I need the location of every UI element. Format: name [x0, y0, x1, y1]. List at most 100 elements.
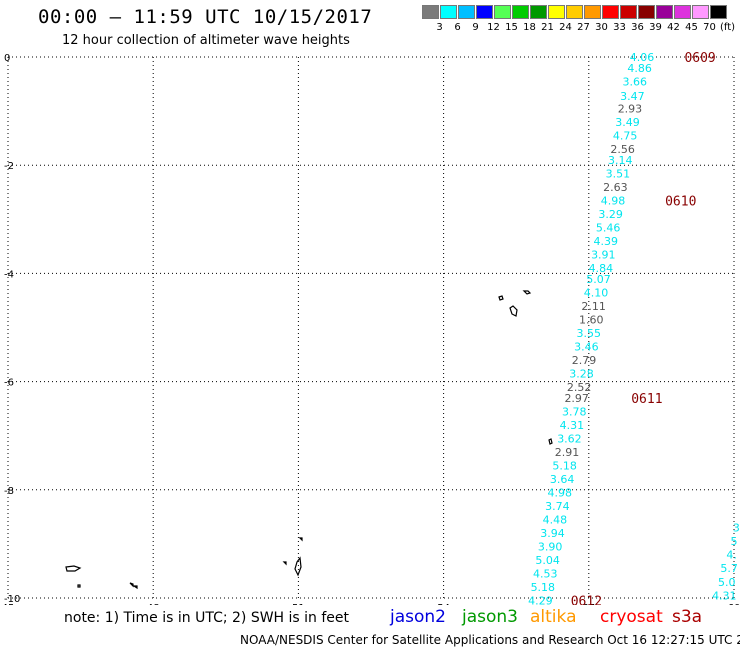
wave-height-value: 3.74 — [545, 500, 570, 513]
legend-swatch — [674, 5, 691, 19]
island-outline — [294, 556, 302, 577]
legend-swatch — [638, 5, 655, 19]
longitude-tick-label: 45 — [2, 603, 15, 605]
island-outline — [132, 585, 138, 590]
latitude-tick-label: 0 — [4, 53, 10, 64]
longitude-tick-label: 57 — [582, 603, 595, 605]
legend-label: 3 — [436, 22, 443, 33]
legend-label: 45 — [685, 22, 698, 33]
island-outline — [77, 584, 81, 588]
wave-height-value: 1.60 — [579, 313, 604, 326]
wave-height-value: 4.86 — [627, 62, 652, 75]
wave-height-value: 3.64 — [550, 473, 575, 486]
legend-swatch — [620, 5, 637, 19]
legend-swatch — [440, 5, 457, 19]
satellite-label-s3a: s3a — [672, 607, 703, 627]
wave-height-value: 3 — [733, 522, 740, 535]
wave-height-value: 3.29 — [598, 208, 623, 221]
map-title: 00:00 – 11:59 UTC 10/15/2017 — [38, 6, 373, 28]
wave-height-value: 5.04 — [535, 554, 560, 567]
pass-time-label: 0609 — [684, 51, 715, 66]
wave-height-value: 3.51 — [606, 167, 631, 180]
legend-label: 27 — [577, 22, 590, 33]
footer-note: note: 1) Time is in UTC; 2) SWH is in fe… — [64, 610, 350, 626]
legend-swatch — [656, 5, 673, 19]
legend-swatch — [584, 5, 601, 19]
wave-height-value: 3.47 — [620, 90, 645, 103]
legend-swatch — [512, 5, 529, 19]
island-outline — [65, 565, 82, 572]
wave-height-value: 4.75 — [613, 129, 638, 142]
legend-swatch — [422, 5, 439, 19]
wave-height-value: 4.48 — [543, 514, 568, 527]
altimeter-map: 45 48 51 54 57 60 0 -2 -4 -6 -8 -10 4.064.863.66 3.47… — [2, 51, 740, 605]
legend-label: 12 — [487, 22, 500, 33]
latitude-tick-label: -6 — [4, 378, 14, 389]
legend-label: 70 — [703, 22, 716, 33]
wave-height-value: 5.46 — [596, 221, 621, 234]
legend-label: (ft) — [719, 22, 736, 33]
legend-swatch — [530, 5, 547, 19]
wave-height-value: 3.90 — [538, 541, 563, 554]
wave-height-value: 5 — [731, 535, 738, 548]
wave-height-value: 4.98 — [601, 194, 626, 207]
legend-label: 42 — [667, 22, 680, 33]
island-outline — [129, 582, 134, 588]
legend-label: 15 — [505, 22, 518, 33]
legend-swatch — [566, 5, 583, 19]
satellite-label-jason3: jason3 — [462, 607, 518, 627]
wave-height-value: 4.10 — [584, 286, 609, 299]
wave-height-value: 2.63 — [603, 181, 628, 194]
pass-time-label: 0611 — [631, 392, 662, 407]
longitude-tick-label: 54 — [437, 603, 450, 605]
wave-height-value: 2.97 — [564, 392, 589, 405]
pass-time-label: 0610 — [665, 194, 696, 209]
legend-label: 36 — [631, 22, 644, 33]
legend-label: 39 — [649, 22, 662, 33]
legend-swatch — [710, 5, 727, 19]
wave-height-value: 2.11 — [581, 300, 606, 313]
island-outline — [498, 295, 504, 301]
wave-height-value: 5.18 — [531, 581, 556, 594]
wave-height-value: 4. — [726, 549, 737, 562]
island-outline — [509, 305, 518, 317]
legend-swatch — [476, 5, 493, 19]
wave-height-value: 3.28 — [569, 367, 594, 380]
wave-height-value: 2.52 — [567, 381, 592, 394]
legend-swatch — [548, 5, 565, 19]
longitude-tick-label: 60 — [728, 603, 740, 605]
wave-height-value: 5.7 — [720, 562, 738, 575]
wave-height-value: 4.31 — [712, 589, 737, 602]
wave-height-value: 3.66 — [623, 75, 648, 88]
legend-label: 24 — [559, 22, 572, 33]
legend-label: 6 — [454, 22, 461, 33]
latitude-tick-label: -8 — [4, 486, 14, 497]
wave-height-value: 2.79 — [572, 354, 597, 367]
legend-swatch — [692, 5, 709, 19]
wave-height-value: 5.0 — [718, 576, 736, 589]
wave-height-value: 2.91 — [555, 446, 580, 459]
wave-height-value: 5.07 — [586, 273, 611, 286]
wave-height-value: 4.84 — [589, 262, 614, 275]
map-subtitle: 12 hour collection of altimeter wave hei… — [62, 33, 350, 48]
wave-height-value: 5.13 — [710, 603, 735, 605]
longitude-tick-label: 48 — [147, 603, 160, 605]
legend-swatch — [602, 5, 619, 19]
pass-time-label: 0612 — [571, 595, 602, 605]
longitude-tick-label: 51 — [292, 603, 305, 605]
wave-height-value: 3.55 — [577, 327, 602, 340]
satellite-label-jason2: jason2 — [390, 607, 446, 627]
wave-height-value: 4.98 — [548, 487, 573, 500]
credit-line: NOAA/NESDIS Center for Satellite Applica… — [240, 633, 740, 647]
wave-height-value: 3.94 — [540, 527, 565, 540]
wave-height-value: 3.14 — [608, 154, 633, 167]
wave-height-value: 5.18 — [552, 459, 577, 472]
wave-height-value: 3.91 — [591, 248, 616, 261]
wave-height-value: 4.29 — [528, 595, 553, 605]
legend-label: 33 — [613, 22, 626, 33]
wave-height-value: 2.56 — [610, 143, 635, 156]
legend-swatch — [458, 5, 475, 19]
island-outline — [548, 438, 553, 445]
wave-height-value: 3.78 — [562, 405, 587, 418]
wave-height-value: 4.53 — [533, 568, 558, 581]
